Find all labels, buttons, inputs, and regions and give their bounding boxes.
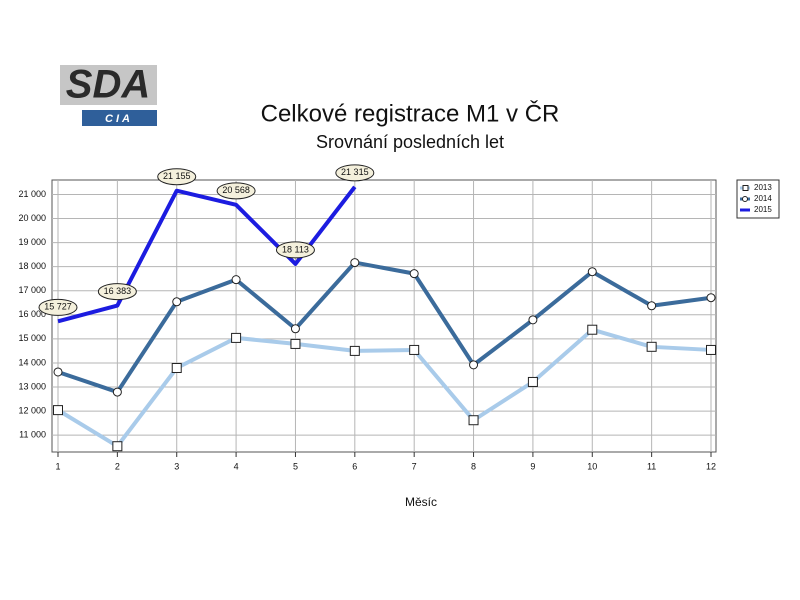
plot-frame: [51, 179, 717, 453]
point: [231, 332, 242, 343]
data-label-bubble: [335, 164, 375, 182]
y-tick-label: 19 000: [18, 237, 46, 247]
y-tick-label: 12 000: [18, 405, 46, 415]
logo-sub: CIA: [105, 113, 133, 125]
point: [53, 405, 63, 416]
logo-box: [60, 65, 157, 105]
point: [409, 269, 419, 279]
point: [469, 360, 479, 370]
point: [706, 344, 716, 355]
point: [112, 387, 122, 397]
y-tick-label: 13 000: [18, 381, 46, 391]
data-label-bubble: [157, 168, 197, 186]
data-label: 21 155: [163, 171, 191, 181]
x-axis-label: Měsíc: [405, 495, 437, 509]
logo-bar: [82, 110, 157, 126]
y-tick-label: 17 000: [18, 285, 46, 295]
x-tick-label: 3: [174, 461, 179, 471]
x-tick-label: 11: [647, 461, 656, 471]
y-tick-label: 21 000: [18, 189, 46, 199]
chart-title: Celkové registrace M1 v ČR: [261, 99, 560, 127]
point: [647, 301, 657, 311]
logo-name: SDA: [66, 63, 150, 107]
y-tick-label: 20 000: [18, 213, 46, 223]
data-label-bubble: [38, 298, 78, 316]
data-label-bubble: [216, 182, 256, 200]
legend-label: 2013: [754, 183, 772, 192]
x-tick-label: 2: [115, 461, 120, 471]
point: [409, 344, 420, 355]
point: [171, 362, 182, 373]
data-label: 15 727: [44, 302, 72, 312]
x-tick-label: 4: [234, 461, 239, 471]
y-tick-label: 18 000: [18, 261, 46, 271]
point: [528, 315, 538, 325]
x-tick-label: 10: [587, 461, 597, 471]
point: [527, 376, 538, 387]
point: [706, 293, 716, 303]
point: [231, 275, 241, 285]
y-tick-label: 15 000: [18, 333, 46, 343]
point: [53, 367, 63, 377]
point: [350, 258, 360, 268]
legend-label: 2015: [754, 205, 772, 214]
point: [587, 267, 597, 277]
x-tick-label: 1: [55, 461, 60, 471]
data-label: 20 568: [222, 185, 250, 195]
data-label-bubble: [97, 283, 137, 301]
point: [646, 341, 657, 352]
x-tick-label: 12: [706, 461, 716, 471]
data-label: 21 315: [341, 167, 369, 177]
chart-subtitle: Srovnání posledních let: [316, 132, 504, 152]
x-tick-label: 8: [471, 461, 476, 471]
point: [290, 324, 300, 334]
x-tick-label: 5: [293, 461, 298, 471]
x-tick-label: 6: [352, 461, 357, 471]
data-label: 18 113: [282, 244, 309, 254]
point: [468, 415, 479, 426]
legend-marker: [742, 185, 749, 191]
point: [172, 297, 182, 307]
series-line: [57, 260, 712, 395]
legend-marker: [742, 196, 748, 202]
data-label: 16 383: [104, 286, 132, 296]
point: [587, 324, 598, 335]
point: [290, 338, 301, 349]
y-tick-label: 11 000: [19, 430, 46, 440]
point: [349, 345, 360, 356]
y-tick-label: 16 000: [18, 309, 46, 319]
x-tick-label: 9: [530, 461, 535, 471]
y-tick-label: 14 000: [18, 357, 46, 367]
series-line: [56, 327, 712, 449]
data-label-bubble: [275, 241, 315, 259]
point: [112, 441, 123, 452]
x-tick-label: 7: [412, 461, 417, 471]
legend-label: 2014: [754, 194, 772, 203]
